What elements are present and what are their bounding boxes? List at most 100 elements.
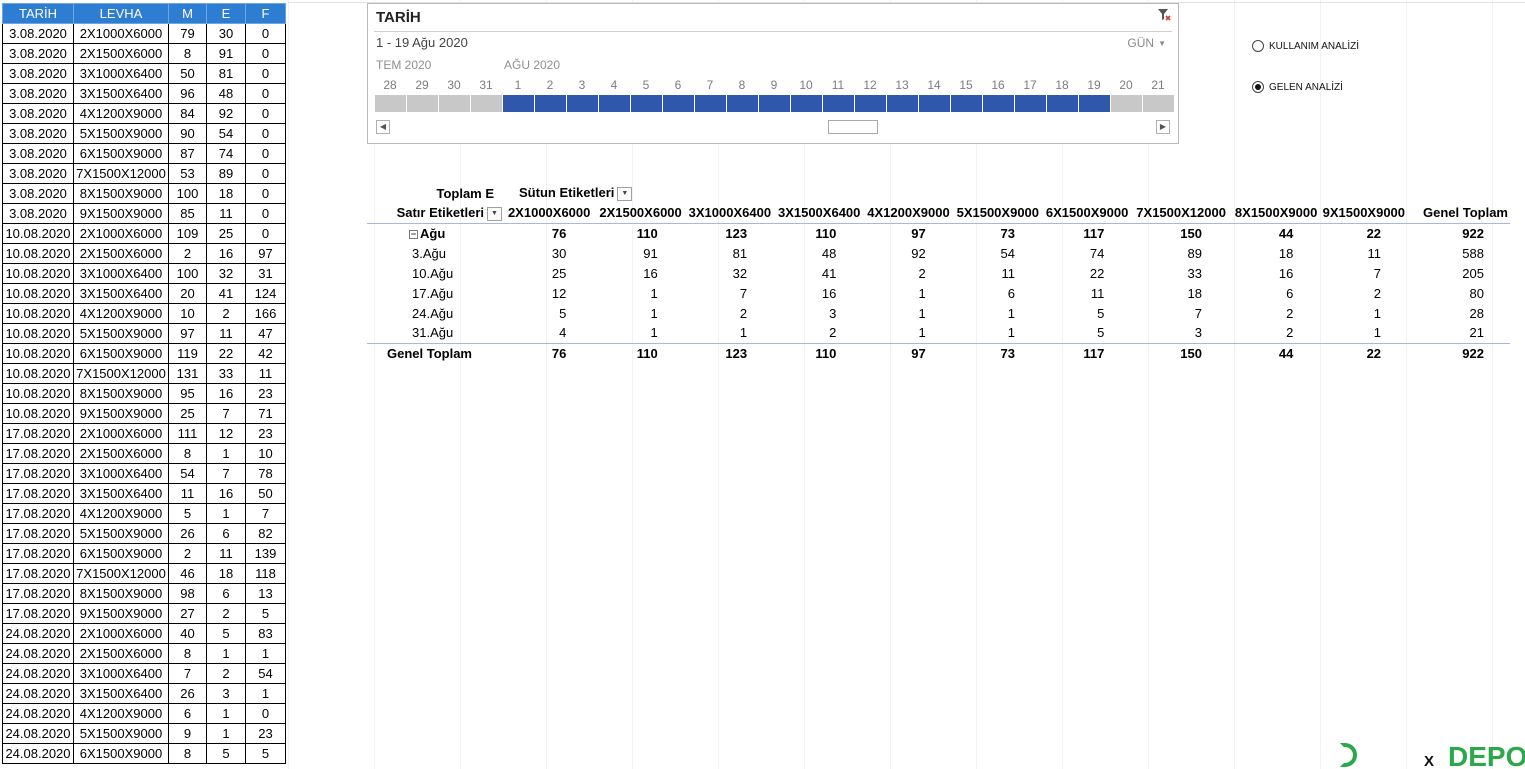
table-cell[interactable]: 3.08.2020 (2, 43, 74, 64)
pivot-value-cell[interactable]: 11 (1090, 285, 1105, 301)
table-cell[interactable]: 12 (206, 423, 246, 444)
timeline-day-selected[interactable] (1015, 95, 1046, 112)
table-cell[interactable]: 10.08.2020 (2, 283, 74, 304)
table-cell[interactable]: 87 (168, 143, 207, 164)
table-cell[interactable]: 54 (245, 663, 286, 684)
table-cell[interactable]: 98 (168, 583, 207, 604)
table-cell[interactable]: 40 (168, 623, 207, 644)
timeline-scroll-thumb[interactable] (828, 120, 878, 134)
table-cell[interactable]: 96 (168, 83, 207, 104)
scroll-left-icon[interactable]: ◀ (376, 120, 390, 134)
pivot-value-cell[interactable]: 110 (773, 222, 863, 243)
table-cell[interactable]: 0 (245, 203, 286, 224)
table-cell[interactable]: 97 (168, 323, 207, 344)
table-cell[interactable]: 3.08.2020 (2, 123, 74, 144)
table-cell[interactable]: 24.08.2020 (2, 723, 74, 744)
table-cell[interactable]: 23 (245, 723, 286, 744)
timeline-day-unselected[interactable] (439, 95, 470, 112)
table-cell[interactable]: 0 (245, 63, 286, 84)
table-cell[interactable]: 10.08.2020 (2, 223, 74, 244)
pivot-value-cell[interactable]: 22 (1089, 265, 1105, 281)
table-cell[interactable]: 10.08.2020 (2, 263, 74, 284)
column-header[interactable]: M (168, 3, 207, 24)
table-cell[interactable]: 6X1500X9000 (73, 143, 169, 164)
timeline-day-selected[interactable] (919, 95, 950, 112)
pivot-value-cell[interactable]: 30 (551, 245, 567, 261)
table-cell[interactable]: 5 (245, 743, 286, 764)
pivot-value-cell[interactable]: 73 (951, 342, 1042, 363)
pivot-value-cell[interactable]: 2 (739, 305, 748, 321)
pivot-value-cell[interactable]: 110 (592, 222, 684, 243)
table-cell[interactable]: 10.08.2020 (2, 363, 74, 384)
table-cell[interactable]: 17.08.2020 (2, 503, 74, 524)
timeline-day-selected[interactable] (983, 95, 1014, 112)
pivot-row-label[interactable]: 17.Ağu (367, 283, 502, 303)
table-cell[interactable]: 124 (245, 283, 286, 304)
table-cell[interactable]: 5X1500X9000 (73, 323, 169, 344)
table-cell[interactable]: 11 (168, 483, 207, 504)
table-cell[interactable]: 3.08.2020 (2, 23, 74, 44)
pivot-value-cell[interactable]: 1 (918, 305, 926, 321)
table-cell[interactable]: 90 (168, 123, 207, 144)
table-cell[interactable]: 1 (206, 643, 246, 664)
table-cell[interactable]: 3 (206, 683, 246, 704)
table-cell[interactable]: 84 (168, 103, 207, 124)
timeline-day-selected[interactable] (759, 95, 790, 112)
table-cell[interactable]: 24.08.2020 (2, 643, 74, 664)
table-cell[interactable]: 2X1500X6000 (73, 243, 169, 264)
timeline-day-unselected[interactable] (407, 95, 438, 112)
pivot-value-cell[interactable]: 7 (1373, 265, 1382, 281)
table-cell[interactable]: 2X1000X6000 (73, 223, 169, 244)
table-cell[interactable]: 3.08.2020 (2, 163, 74, 184)
table-cell[interactable]: 41 (206, 283, 246, 304)
pivot-value-cell[interactable]: 7 (1194, 305, 1202, 321)
table-cell[interactable]: 27 (168, 603, 207, 624)
pivot-value-cell[interactable]: 4 (559, 325, 567, 341)
pivot-value-cell[interactable]: 2 (1373, 285, 1382, 301)
table-cell[interactable]: 11 (245, 363, 286, 384)
table-cell[interactable]: 5 (206, 743, 246, 764)
table-cell[interactable]: 5 (245, 603, 286, 624)
pivot-value-cell[interactable]: 1 (918, 325, 926, 341)
pivot-column-header[interactable]: 8X1500X9000 (1227, 203, 1320, 224)
timeline-day-selected[interactable] (1047, 95, 1078, 112)
table-cell[interactable]: 7 (168, 663, 207, 684)
table-cell[interactable]: 24.08.2020 (2, 743, 74, 764)
table-cell[interactable]: 48 (206, 83, 246, 104)
table-cell[interactable]: 1 (206, 503, 246, 524)
pivot-value-cell[interactable]: 123 (683, 342, 774, 363)
pivot-value-cell[interactable]: 1 (650, 285, 658, 301)
table-cell[interactable]: 9 (168, 723, 207, 744)
table-cell[interactable]: 16 (206, 243, 246, 264)
table-cell[interactable]: 22 (206, 343, 246, 364)
table-cell[interactable]: 25 (168, 403, 207, 424)
table-cell[interactable]: 3.08.2020 (2, 183, 74, 204)
table-cell[interactable]: 3X1000X6400 (73, 463, 169, 484)
table-cell[interactable]: 1 (206, 443, 246, 464)
timeline-day-selected[interactable] (951, 95, 982, 112)
table-cell[interactable]: 24.08.2020 (2, 623, 74, 644)
table-cell[interactable]: 83 (245, 623, 286, 644)
pivot-value-cell[interactable]: 41 (821, 265, 837, 281)
pivot-value-cell[interactable]: 22 (1319, 342, 1408, 363)
table-cell[interactable]: 7X1500X12000 (73, 563, 169, 584)
table-cell[interactable]: 9X1500X9000 (73, 203, 169, 224)
table-cell[interactable]: 100 (168, 263, 207, 284)
pivot-value-cell[interactable]: 18 (1278, 245, 1294, 261)
pivot-value-cell[interactable]: 2 (829, 325, 837, 341)
table-cell[interactable]: 2X1500X6000 (73, 643, 169, 664)
pivot-value-cell[interactable]: 97 (862, 222, 952, 243)
table-cell[interactable]: 16 (206, 383, 246, 404)
table-cell[interactable]: 24.08.2020 (2, 683, 74, 704)
table-cell[interactable]: 17.08.2020 (2, 463, 74, 484)
table-cell[interactable]: 2X1000X6000 (73, 423, 169, 444)
table-cell[interactable]: 5 (206, 623, 246, 644)
table-cell[interactable]: 139 (245, 543, 286, 564)
filter-dropdown-icon[interactable]: ▼ (617, 186, 633, 201)
pivot-column-header[interactable]: 4X1200X9000 (862, 203, 952, 224)
pivot-value-cell[interactable]: 73 (951, 222, 1042, 243)
pivot-value-cell[interactable]: 205 (1462, 265, 1484, 281)
pivot-value-cell[interactable]: 5 (1097, 305, 1105, 321)
pivot-column-header[interactable]: Genel Toplam (1407, 203, 1510, 224)
table-cell[interactable]: 10 (245, 443, 286, 464)
